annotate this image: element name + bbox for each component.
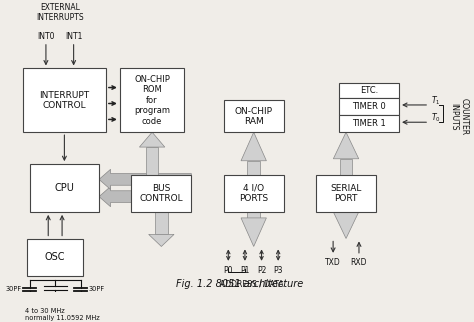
Text: 4 I/O
PORTS: 4 I/O PORTS xyxy=(239,184,268,203)
Text: SERIAL
PORT: SERIAL PORT xyxy=(330,184,362,203)
Polygon shape xyxy=(149,234,174,246)
FancyBboxPatch shape xyxy=(224,100,284,132)
Polygon shape xyxy=(247,161,260,218)
Text: normally 11.0592 MHz: normally 11.0592 MHz xyxy=(25,315,100,321)
Text: OSC: OSC xyxy=(45,252,65,262)
FancyBboxPatch shape xyxy=(224,175,284,212)
Text: 4 to 30 MHz: 4 to 30 MHz xyxy=(25,308,65,314)
FancyBboxPatch shape xyxy=(131,175,191,212)
Polygon shape xyxy=(333,132,359,159)
Text: $T_0$: $T_0$ xyxy=(430,112,440,125)
Polygon shape xyxy=(241,218,266,246)
Text: BUS
CONTROL: BUS CONTROL xyxy=(139,184,183,203)
Text: RXD: RXD xyxy=(351,258,367,267)
Text: ON-CHIP
RAM: ON-CHIP RAM xyxy=(235,107,273,126)
FancyBboxPatch shape xyxy=(30,164,99,212)
FancyBboxPatch shape xyxy=(339,83,399,98)
Polygon shape xyxy=(340,159,352,212)
Polygon shape xyxy=(139,132,165,147)
Polygon shape xyxy=(241,132,266,161)
Polygon shape xyxy=(99,186,191,207)
Text: 30PF: 30PF xyxy=(5,286,21,292)
Text: 30PF: 30PF xyxy=(89,286,105,292)
Text: TIMER 0: TIMER 0 xyxy=(352,102,386,111)
FancyBboxPatch shape xyxy=(120,68,184,132)
Text: $T_1$: $T_1$ xyxy=(430,95,440,107)
Polygon shape xyxy=(155,212,168,234)
Text: ETC.: ETC. xyxy=(360,86,378,95)
Text: Fig. 1.2 8051 architecture: Fig. 1.2 8051 architecture xyxy=(176,279,303,289)
Text: P2: P2 xyxy=(257,266,266,275)
Text: CPU: CPU xyxy=(55,183,74,193)
Text: P3: P3 xyxy=(273,266,283,275)
FancyBboxPatch shape xyxy=(316,175,376,212)
Polygon shape xyxy=(146,147,158,175)
Text: COUNTER
INPUTS: COUNTER INPUTS xyxy=(449,98,469,135)
FancyBboxPatch shape xyxy=(339,115,399,132)
FancyBboxPatch shape xyxy=(339,98,399,115)
Text: INT1: INT1 xyxy=(65,32,82,41)
Text: ADDRESS / DATA: ADDRESS / DATA xyxy=(219,280,283,289)
Text: TXD: TXD xyxy=(325,258,341,267)
Text: EXTERNAL
INTERRUPTS: EXTERNAL INTERRUPTS xyxy=(36,3,83,22)
Text: ON-CHIP
ROM
for
program
code: ON-CHIP ROM for program code xyxy=(134,75,170,126)
Polygon shape xyxy=(333,212,359,239)
Polygon shape xyxy=(99,169,191,189)
FancyBboxPatch shape xyxy=(27,239,83,276)
Text: P0: P0 xyxy=(224,266,233,275)
Text: TIMER 1: TIMER 1 xyxy=(352,119,386,128)
Text: P1: P1 xyxy=(240,266,250,275)
Text: INT0: INT0 xyxy=(37,32,55,41)
Text: INTERRUPT
CONTROL: INTERRUPT CONTROL xyxy=(39,90,90,110)
FancyBboxPatch shape xyxy=(23,68,106,132)
